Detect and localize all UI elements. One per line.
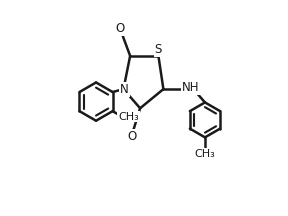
Text: S: S (155, 43, 162, 56)
Text: N: N (120, 83, 129, 96)
Text: O: O (115, 22, 125, 35)
Text: CH₃: CH₃ (118, 112, 139, 122)
Text: NH: NH (182, 81, 200, 94)
Text: CH₃: CH₃ (195, 149, 215, 159)
Text: O: O (127, 130, 137, 143)
